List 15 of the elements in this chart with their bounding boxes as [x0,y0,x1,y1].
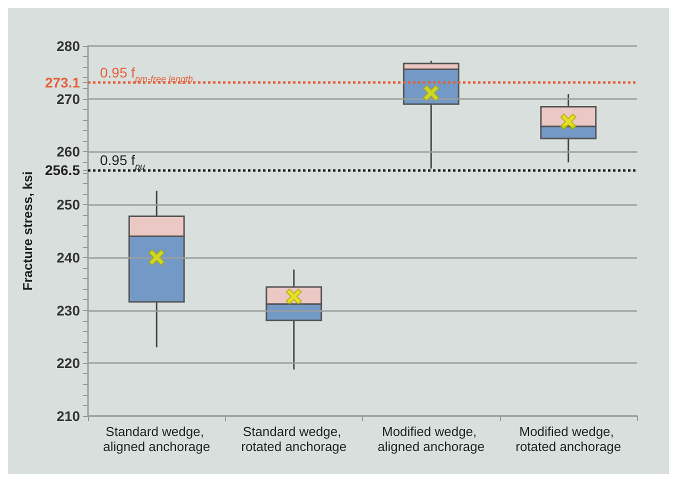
x-tick-label: Standard wedge, rotated anchorage [241,424,347,454]
y-axis-title: Fracture stress, ksi [20,171,36,291]
x-tick-label: Standard wedge, aligned anchorage [103,424,210,454]
y-tick-label: 256.5 [44,162,80,178]
y-tick-label: 250 [56,196,80,213]
y-tick-label: 240 [56,249,80,266]
y-tick-label: 210 [56,408,80,424]
y-tick-label: 230 [56,302,80,318]
y-tick-label: 273.1 [44,74,80,90]
x-tick-label: Modified wedge, rotated anchorage [516,424,622,454]
y-tick-label: 260 [56,144,80,160]
y-tick-label: 270 [56,90,80,107]
y-tick-label: 220 [56,355,80,372]
y-tick-label: 280 [56,38,80,54]
x-tick-label: Modified wedge, aligned anchorage [378,424,485,454]
